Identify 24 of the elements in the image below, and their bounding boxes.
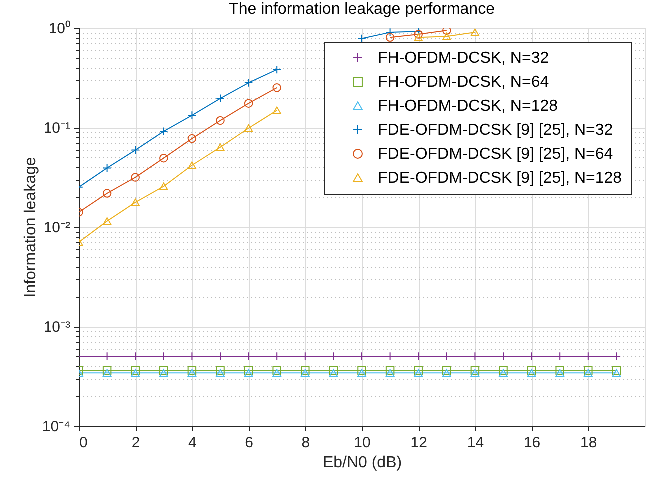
- x-tick-label: 6: [245, 434, 254, 452]
- x-tick-label: 0: [80, 434, 88, 452]
- chart-title: The information leakage performance: [229, 1, 496, 18]
- y-axis-title: Information leakage: [22, 157, 40, 298]
- x-tick-label: 18: [580, 434, 598, 452]
- x-tick-label: 8: [302, 434, 310, 452]
- legend-label: FH-OFDM-DCSK, N=32: [378, 50, 550, 67]
- y-tick-label: 10⁻³: [44, 319, 70, 336]
- x-tick-label: 14: [467, 434, 484, 452]
- legend-label: FH-OFDM-DCSK, N=128: [378, 98, 558, 115]
- legend-label: FH-OFDM-DCSK, N=64: [378, 74, 550, 91]
- y-tick-label: 10⁻⁴: [42, 418, 70, 436]
- x-tick-label: 4: [188, 434, 197, 452]
- legend-label: FDE-OFDM-DCSK [9] [25], N=128: [378, 170, 622, 187]
- y-tick-label: 10⁻²: [44, 220, 70, 236]
- y-tick-label: 10⁰: [48, 20, 70, 38]
- legend-label: FDE-OFDM-DCSK [9] [25], N=32: [378, 122, 614, 139]
- legend-label: FDE-OFDM-DCSK [9] [25], N=64: [378, 146, 614, 163]
- x-tick-label: 10: [354, 434, 371, 452]
- x-tick-label: 16: [524, 434, 541, 452]
- x-axis-title: Eb/N0 (dB): [322, 454, 402, 472]
- y-tick-label: 10⁻¹: [44, 120, 70, 137]
- x-tick-label: 2: [132, 434, 140, 452]
- x-tick-label: 12: [410, 434, 428, 452]
